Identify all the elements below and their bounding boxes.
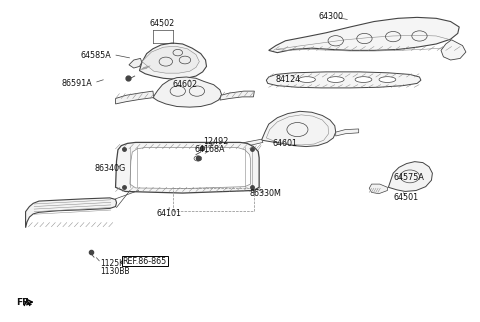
Text: 12492: 12492 <box>203 137 228 146</box>
Text: 64575A: 64575A <box>393 173 424 182</box>
Text: 64168A: 64168A <box>194 145 225 154</box>
Text: 64300: 64300 <box>318 12 343 21</box>
Text: FR.: FR. <box>16 298 33 307</box>
Ellipse shape <box>299 77 315 82</box>
Polygon shape <box>269 17 459 52</box>
Text: REF.86-865: REF.86-865 <box>123 257 167 266</box>
Polygon shape <box>369 184 387 194</box>
Polygon shape <box>116 91 154 104</box>
Text: 1130BB: 1130BB <box>100 267 129 276</box>
Polygon shape <box>25 198 117 228</box>
Text: 64101: 64101 <box>156 209 181 218</box>
Polygon shape <box>266 72 421 88</box>
Polygon shape <box>441 40 466 60</box>
Text: 86591A: 86591A <box>62 79 93 88</box>
Text: 64602: 64602 <box>172 80 197 89</box>
Polygon shape <box>234 139 263 150</box>
Text: 64501: 64501 <box>393 194 418 202</box>
Ellipse shape <box>355 77 372 82</box>
Polygon shape <box>262 111 336 147</box>
Text: 1125KO: 1125KO <box>100 259 130 268</box>
Polygon shape <box>153 77 222 107</box>
Polygon shape <box>116 142 259 193</box>
Text: 84124: 84124 <box>276 75 301 84</box>
Text: 64601: 64601 <box>273 139 298 148</box>
Polygon shape <box>140 43 206 79</box>
Polygon shape <box>130 147 251 189</box>
Ellipse shape <box>327 77 344 82</box>
Polygon shape <box>388 162 432 192</box>
Polygon shape <box>220 91 254 100</box>
Text: 86340G: 86340G <box>95 164 126 173</box>
Text: 64585A: 64585A <box>81 51 112 60</box>
Polygon shape <box>129 58 142 68</box>
Text: 64502: 64502 <box>150 19 175 28</box>
Polygon shape <box>142 46 199 73</box>
Text: REF.86-865: REF.86-865 <box>123 257 167 266</box>
Text: 86330M: 86330M <box>250 189 281 198</box>
Polygon shape <box>336 129 359 136</box>
Ellipse shape <box>379 77 396 82</box>
